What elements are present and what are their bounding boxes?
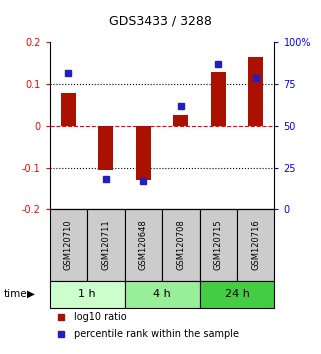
- FancyBboxPatch shape: [200, 281, 274, 308]
- Text: GDS3433 / 3288: GDS3433 / 3288: [109, 14, 212, 27]
- Bar: [61, 92, 76, 126]
- Text: GSM120711: GSM120711: [101, 220, 110, 270]
- FancyBboxPatch shape: [162, 209, 200, 281]
- Text: time: time: [3, 289, 27, 299]
- Bar: [248, 57, 263, 126]
- Text: GSM120716: GSM120716: [251, 220, 260, 270]
- Text: 1 h: 1 h: [78, 289, 96, 299]
- FancyBboxPatch shape: [125, 209, 162, 281]
- Bar: [136, 126, 151, 180]
- FancyBboxPatch shape: [50, 209, 87, 281]
- Text: 4 h: 4 h: [153, 289, 171, 299]
- FancyBboxPatch shape: [87, 209, 125, 281]
- Bar: [99, 126, 113, 170]
- FancyBboxPatch shape: [200, 209, 237, 281]
- Text: GSM120715: GSM120715: [214, 220, 223, 270]
- Text: GSM120710: GSM120710: [64, 220, 73, 270]
- Text: log10 ratio: log10 ratio: [74, 312, 127, 321]
- Bar: [211, 72, 226, 126]
- FancyBboxPatch shape: [237, 209, 274, 281]
- Text: 24 h: 24 h: [225, 289, 249, 299]
- FancyBboxPatch shape: [50, 281, 125, 308]
- Text: GSM120708: GSM120708: [176, 220, 185, 270]
- FancyBboxPatch shape: [125, 281, 200, 308]
- Bar: [173, 115, 188, 126]
- Text: percentile rank within the sample: percentile rank within the sample: [74, 330, 239, 339]
- Text: ▶: ▶: [27, 289, 35, 299]
- Text: GSM120648: GSM120648: [139, 220, 148, 270]
